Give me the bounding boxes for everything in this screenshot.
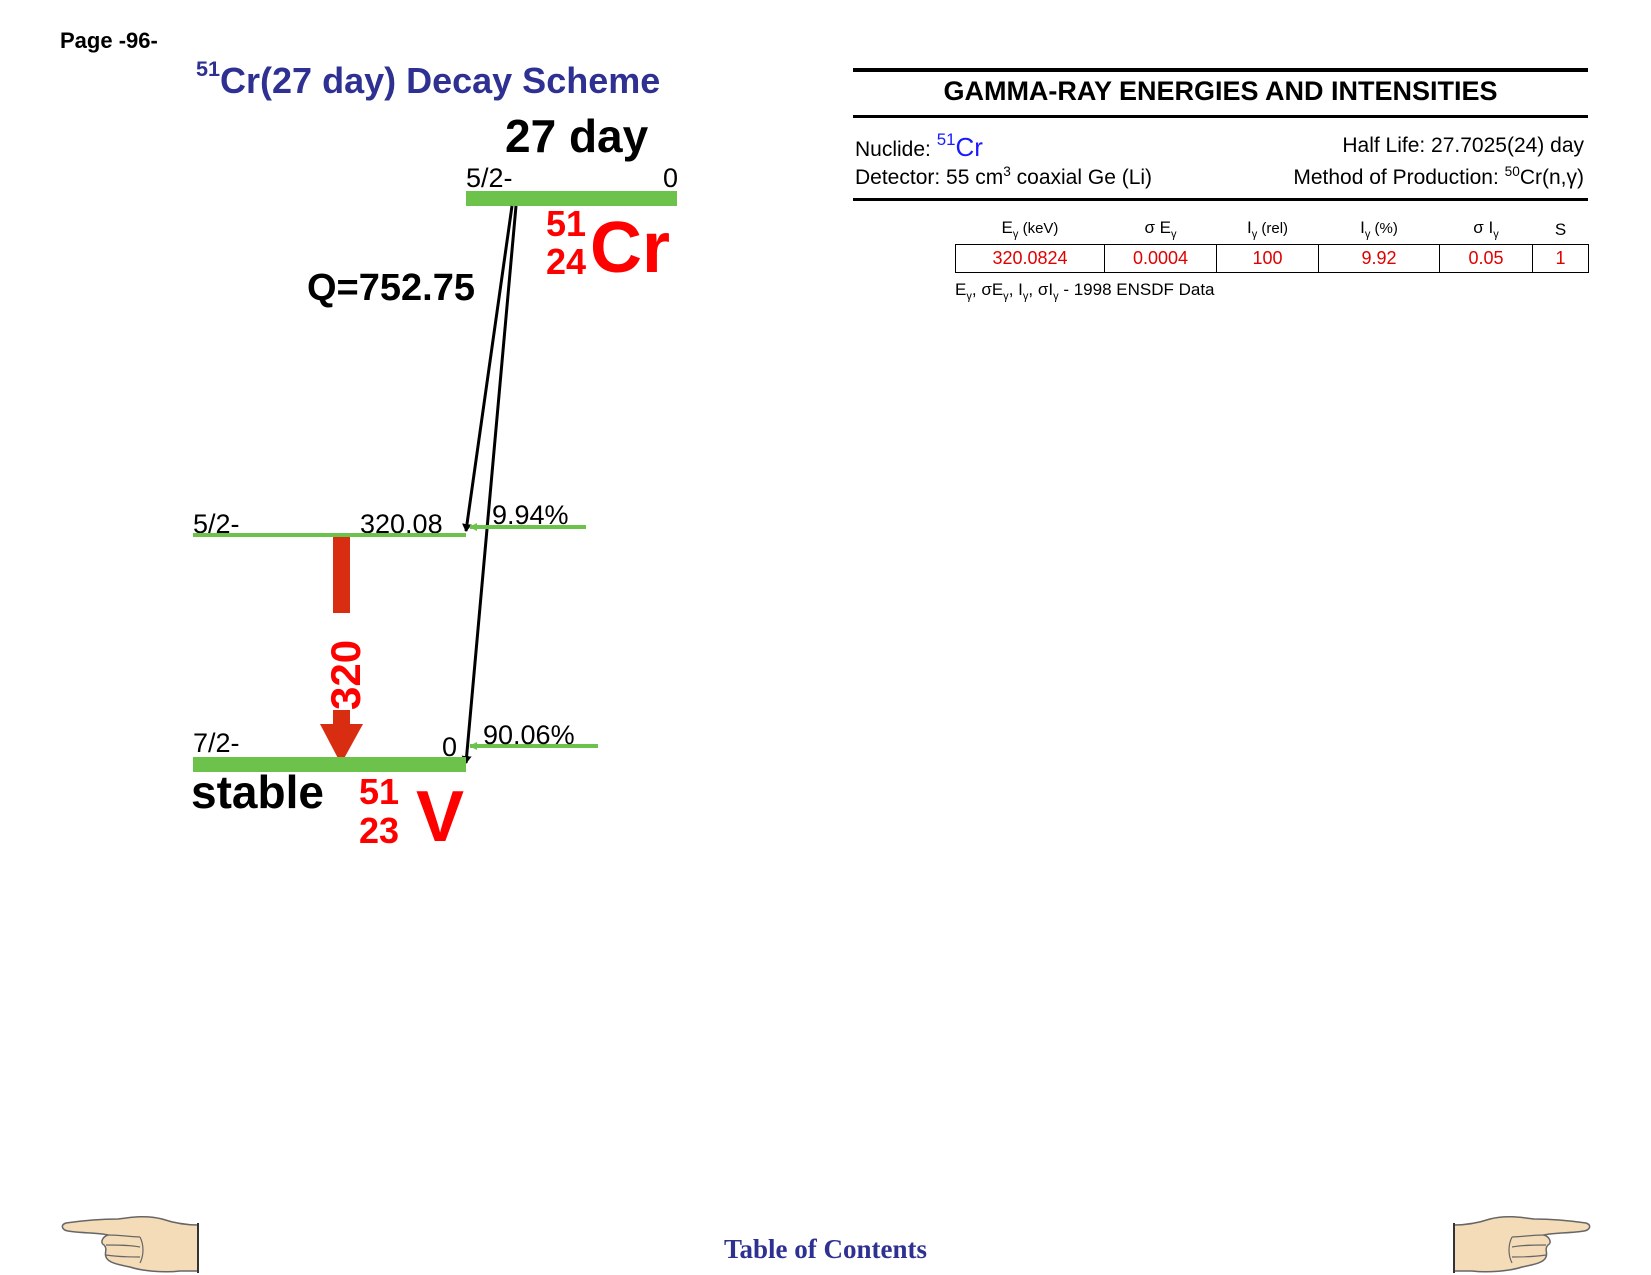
method-prefix: Method of Production:: [1293, 166, 1505, 189]
ground-level-line: [193, 757, 466, 772]
next-page-hand-icon[interactable]: [1450, 1215, 1592, 1273]
gamma-ray-energy-label: 320: [322, 640, 369, 710]
table-cell: 0.05: [1439, 244, 1533, 273]
table-body: 320.0824 0.0004 100 9.92 0.05 1: [955, 244, 1589, 273]
nuclide-info: Nuclide: 51Cr: [855, 130, 983, 163]
table-header-cell: Iγ (%): [1319, 210, 1440, 245]
daughter-status: stable: [191, 766, 324, 818]
half-life: Half Life: 27.7025(24) day: [1342, 134, 1584, 157]
header-main: σ E: [1144, 217, 1172, 237]
parent-level-line: [466, 191, 677, 206]
header-unit: (rel): [1257, 219, 1289, 237]
daughter-element-symbol: V: [416, 777, 464, 857]
table-header-cell: σ Iγ: [1440, 210, 1533, 245]
table-row: 320.0824 0.0004 100 9.92 0.05 1: [955, 244, 1589, 273]
detector-exponent: 3: [1003, 164, 1011, 179]
nuclide-label: Nuclide:: [855, 138, 931, 161]
header-main: E: [1001, 217, 1013, 237]
gamma-ray-table: Eγ (keV) σ Eγ Iγ (rel) Iγ (%) σ Iγ S 320.0824…: [955, 210, 1589, 273]
header-subscript: γ: [1364, 228, 1371, 240]
header-main: σ I: [1473, 217, 1494, 237]
production-method: Method of Production: 50Cr(n,γ): [1293, 164, 1584, 190]
parent-half-life: 27 day: [505, 110, 649, 162]
panel-title: GAMMA-RAY ENERGIES AND INTENSITIES: [943, 76, 1498, 106]
detector-suffix: coaxial Ge (Li): [1010, 166, 1153, 189]
title-mass-number: 51: [196, 55, 221, 81]
diagram-title: 51Cr(27 day) Decay Scheme: [196, 56, 661, 102]
header-main: I: [1246, 217, 1252, 237]
footnote-source: 1998 ENSDF Data: [1073, 280, 1215, 299]
q-value: Q=752.75: [307, 267, 475, 309]
page-number: Page -96-: [60, 28, 158, 53]
header-subscript: γ: [1493, 228, 1499, 240]
panel-top-rule: [853, 68, 1588, 72]
header-subscript: γ: [1171, 228, 1177, 240]
nuclide-symbol: Cr: [955, 132, 983, 162]
gamma-ray-shaft-lower: [333, 710, 350, 724]
header-subscript: γ: [1251, 228, 1258, 240]
nuclide-mass: 51: [936, 130, 956, 150]
ground-branch-percent: 90.06%: [483, 720, 575, 750]
ground-spin: 7/2-: [193, 728, 240, 758]
beta-branch-to-320: [462, 205, 514, 532]
daughter-mass-number: 51: [359, 771, 399, 812]
detector-prefix: Detector: 55 cm: [855, 166, 1004, 189]
gamma-ray-shaft: [333, 537, 350, 613]
parent-atomic-number: 24: [546, 241, 586, 282]
beta-branch-to-ground: [461, 205, 518, 764]
header-main: S: [1554, 220, 1567, 239]
table-header-cell: Iγ (rel): [1217, 210, 1319, 245]
table-cell: 0.0004: [1104, 244, 1217, 273]
table-cell: 1: [1532, 244, 1589, 273]
decay-scheme-diagram: 27 day 5/2- 0 51 24 Cr Q=752.75 5/2- 320…: [191, 110, 678, 857]
header-subscript: γ: [1012, 228, 1019, 240]
parent-spin: 5/2-: [466, 163, 513, 193]
daughter-atomic-number: 23: [359, 810, 399, 851]
method-suffix: Cr(n,γ): [1519, 166, 1584, 189]
table-cell: 9.92: [1318, 244, 1440, 273]
parent-energy: 0: [663, 163, 678, 193]
panel-title-rule: [853, 115, 1588, 118]
nuclide-value: 51Cr: [936, 130, 983, 162]
table-cell: 320.0824: [955, 244, 1105, 273]
ground-energy: 0: [442, 732, 457, 762]
table-header-cell: σ Eγ: [1105, 210, 1217, 245]
table-of-contents-link[interactable]: Table of Contents: [724, 1234, 928, 1264]
table-footnote: Eγ, σEγ, Iγ, σIγ - 1998 ENSDF Data: [955, 280, 1215, 303]
level-320-branch-percent: 9.94%: [492, 500, 569, 530]
table-cell: 100: [1216, 244, 1319, 273]
table-header-row: Eγ (keV) σ Eγ Iγ (rel) Iγ (%) σ Iγ S: [956, 210, 1589, 245]
parent-mass-number: 51: [546, 203, 586, 244]
gamma-ray-arrowhead: [320, 724, 363, 764]
header-main: I: [1360, 217, 1365, 237]
previous-page-hand-icon[interactable]: [60, 1215, 202, 1273]
title-text: Cr(27 day) Decay Scheme: [220, 60, 661, 101]
table-header-cell: S: [1533, 210, 1589, 245]
table-header-cell: Eγ (keV): [956, 210, 1105, 245]
panel-info-rule: [853, 198, 1588, 201]
detector-info: Detector: 55 cm3 coaxial Ge (Li): [855, 164, 1152, 190]
method-mass: 50: [1504, 164, 1520, 179]
header-unit: (%): [1370, 219, 1398, 237]
level-320-line: [193, 533, 466, 537]
header-unit: (keV): [1018, 219, 1059, 237]
parent-element-symbol: Cr: [590, 208, 670, 288]
